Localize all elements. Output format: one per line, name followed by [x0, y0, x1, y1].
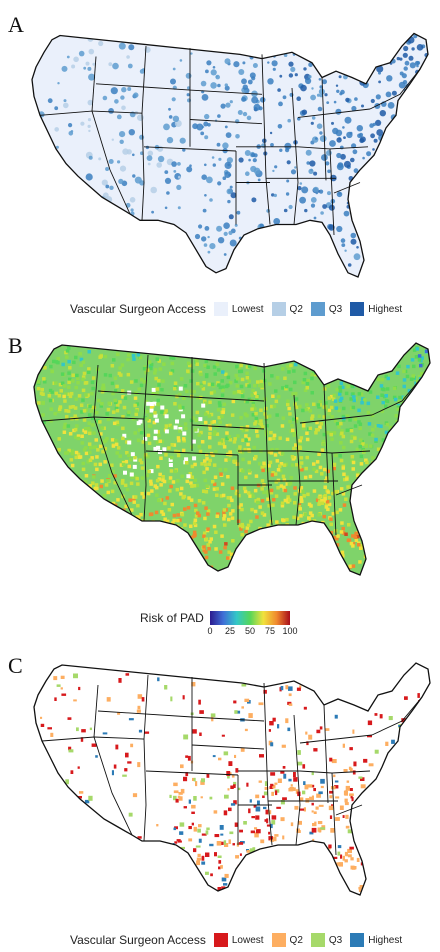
us-landmass: [32, 33, 428, 278]
legend-a-label-q3: Q3: [328, 303, 343, 315]
legend-c-label-q2: Q2: [289, 934, 303, 946]
legend-a-item-highest: Highest: [350, 302, 402, 316]
legend-c-label-highest: Highest: [368, 934, 403, 946]
legend-a-label-q2: Q2: [289, 303, 303, 315]
legend-c-swatch-highest: [350, 933, 365, 947]
legend-c: Vascular Surgeon Access Lowest Q2 Q3 Hig…: [70, 933, 410, 947]
map-b-risk-of-pad: [33, 342, 431, 576]
legend-a-item-lowest: Lowest: [213, 302, 264, 316]
legend-b-tick-50: 50: [244, 626, 256, 636]
legend-b-tick-0: 0: [207, 626, 213, 636]
legend-c-swatch-q3: [310, 933, 325, 947]
legend-a-swatch-lowest: [213, 302, 228, 316]
legend-c-item-highest: Highest: [350, 933, 402, 947]
legend-b-title: Risk of PAD: [140, 611, 204, 625]
legend-a-title: Vascular Surgeon Access: [70, 302, 206, 316]
legend-a-swatch-highest: [350, 302, 365, 316]
legend-b-ticks: 0 25 50 75 100: [207, 625, 297, 637]
map-a-vascular-surgeon-access: [31, 32, 429, 278]
map-c-vascular-surgeon-access-high-risk: [33, 662, 431, 896]
legend-a-swatch-q3: [310, 302, 325, 316]
legend-c-label-q3: Q3: [328, 934, 343, 946]
legend-a-item-q2: Q2: [271, 302, 303, 316]
national-border: [33, 662, 431, 896]
panel-c-letter: C: [8, 653, 23, 678]
legend-c-swatch-q2: [271, 933, 286, 947]
legend-a-swatch-q2: [271, 302, 286, 316]
legend-a: Vascular Surgeon Access Lowest Q2 Q3 Hig…: [70, 302, 410, 316]
legend-a-label-lowest: Lowest: [231, 303, 264, 315]
legend-a-item-q3: Q3: [310, 302, 343, 316]
panel-a: A Vascular Surgeon Access Lowest Q2 Q3 H…: [0, 0, 440, 320]
national-border: [31, 32, 429, 278]
legend-c-label-lowest: Lowest: [231, 934, 264, 946]
legend-a-label-highest: Highest: [368, 303, 403, 315]
panel-c: C Vascular Surgeon Access Lowest Q2 Q3 H…: [0, 645, 440, 952]
legend-b-colorbar: 0 25 50 75 100: [207, 611, 298, 637]
national-border: [33, 342, 431, 576]
panel-b-letter: B: [8, 333, 23, 358]
legend-c-swatch-lowest: [213, 933, 228, 947]
panel-a-letter: A: [8, 12, 24, 37]
state-borders: [31, 32, 429, 278]
legend-b-gradient: [210, 611, 290, 625]
state-borders: [33, 662, 431, 896]
legend-c-item-lowest: Lowest: [213, 933, 264, 947]
legend-b-tick-75: 75: [264, 626, 276, 636]
us-landmass: [34, 663, 430, 895]
legend-c-item-q3: Q3: [310, 933, 343, 947]
panel-b: B Risk of PAD 0 25 50 75 100: [0, 325, 440, 645]
legend-b-tick-100: 100: [282, 626, 298, 636]
legend-b-tick-25: 25: [224, 626, 236, 636]
state-borders: [33, 342, 431, 576]
legend-c-item-q2: Q2: [271, 933, 303, 947]
legend-c-title: Vascular Surgeon Access: [70, 933, 206, 947]
